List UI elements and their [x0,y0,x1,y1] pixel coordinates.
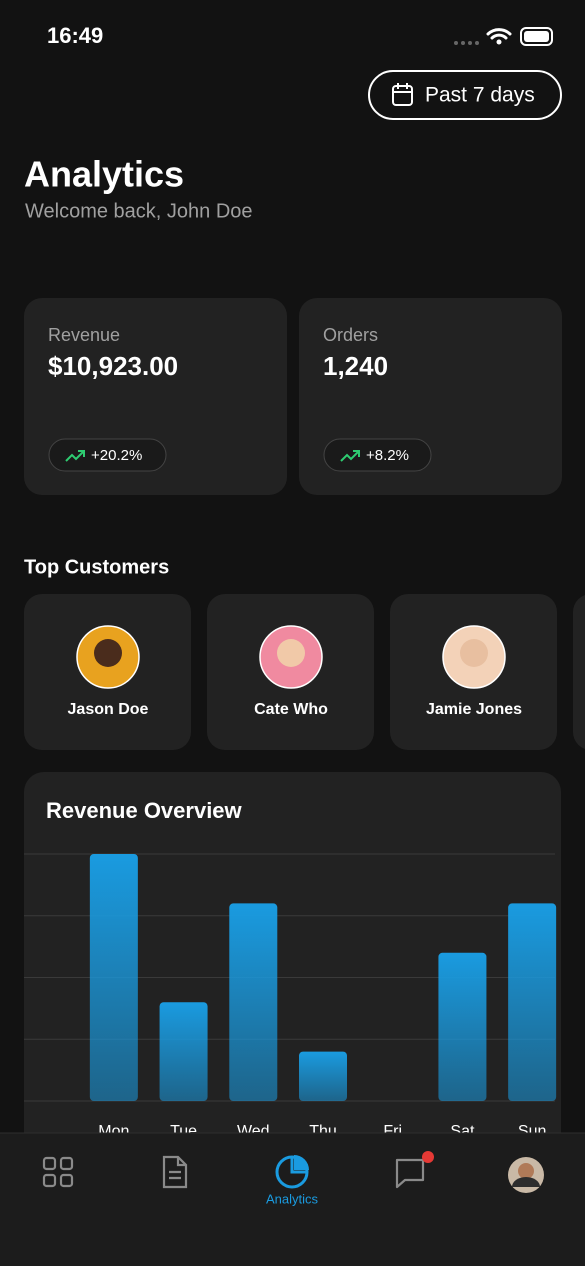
status-icons [454,27,553,46]
button-label[interactable]: Past 7 days [425,84,535,107]
date-range-button[interactable]: Past 7 days [368,70,562,120]
bar [438,952,487,1101]
subtitle: Welcome back, John Doe [25,200,253,222]
trend-icon [65,450,85,462]
avatar-face [460,639,488,667]
tab-dashboard[interactable] [42,1156,74,1188]
section-title: Top Customers [24,556,169,578]
customer-name: Cate Who [254,701,328,718]
page-title: Analytics [24,154,184,195]
customer-card[interactable] [573,594,585,750]
trend-icon [340,450,360,462]
tab-messages[interactable] [395,1151,434,1189]
bar [89,854,138,1101]
chart-title: Revenue Overview [46,798,243,823]
change-badge [48,438,167,472]
avatar-face [94,639,122,667]
tab-bar: Analytics [0,1132,585,1266]
avatar-face [277,639,305,667]
chart-card [24,772,561,1192]
stat-label: Orders [323,325,378,345]
stat-value: $10,923.00 [48,351,178,381]
tab-documents[interactable] [162,1155,188,1189]
stat-label: Revenue [48,325,120,345]
tab-profile[interactable] [508,1157,544,1193]
stat-value: 1,240 [323,351,388,381]
bar [229,903,278,1101]
status-time: 16:49 [47,23,103,48]
bar [508,903,557,1101]
change-badge [323,438,432,472]
change-value: +20.2% [91,447,142,464]
bar [159,1002,208,1101]
customer-name: Jason Doe [68,701,149,718]
change-value: +8.2% [366,447,409,464]
tab-label[interactable]: Analytics [266,1191,319,1206]
tab-analytics[interactable] [275,1155,309,1189]
bar [299,1051,347,1101]
customer-name: Jamie Jones [426,701,522,718]
